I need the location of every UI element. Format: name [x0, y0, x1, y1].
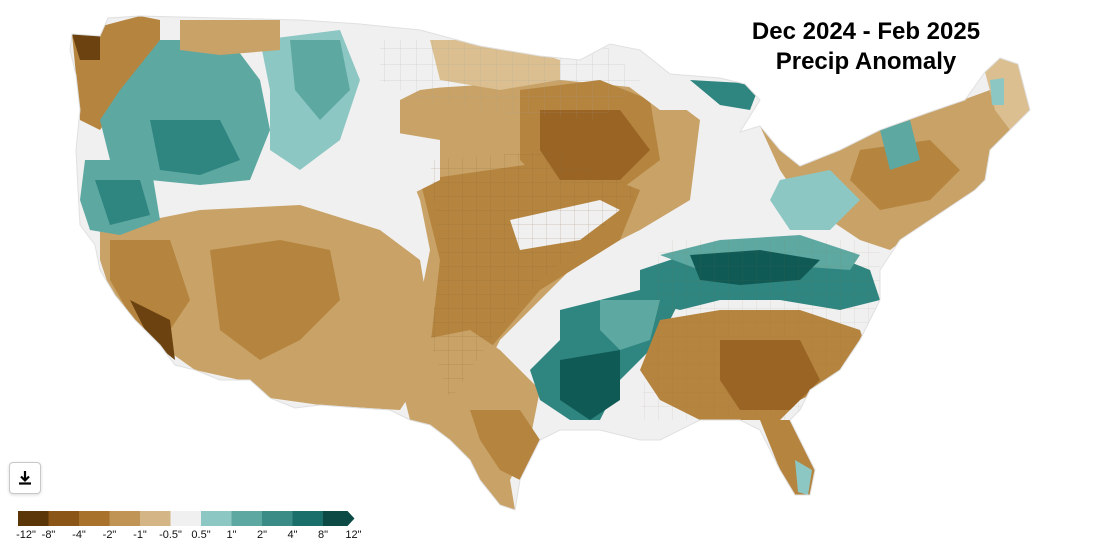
region-newmexico: [340, 240, 410, 350]
map-title-line-1: Dec 2024 - Feb 2025: [751, 18, 981, 45]
legend-label: -1": [133, 529, 147, 541]
region-adirondack-wet: [880, 120, 920, 170]
region-south-texas: [470, 410, 540, 480]
map-title-line-2: Precip Anomaly: [775, 48, 957, 75]
region-south-florida-wet: [795, 460, 812, 495]
region-arkansas-wet-light: [600, 300, 660, 350]
legend-label: -8": [41, 529, 56, 541]
legend-swatch: [201, 511, 232, 526]
legend-swatch: [170, 511, 201, 526]
region-maine-wet: [990, 78, 1004, 105]
legend-label: 2": [256, 529, 268, 541]
region-louisiana-very-wet: [560, 350, 620, 420]
region-north-rockies-dry: [180, 20, 280, 55]
legend-label: 12": [345, 529, 362, 541]
legend-label: -4": [72, 529, 86, 541]
region-norcal-wet-strong: [95, 180, 150, 225]
legend-swatch: [140, 511, 171, 526]
legend-swatch: [79, 511, 110, 526]
legend-swatch: [48, 511, 79, 526]
legend: -12" -8" -4" -2" -1" -0.5" 0.5" 1" 2" 4" 8" 12": [0, 507, 380, 543]
legend-label: 8": [317, 529, 329, 541]
legend-swatch: [262, 511, 293, 526]
region-olympic-very-dry: [72, 34, 100, 60]
region-upper-mi-wet: [690, 80, 760, 110]
region-california-dry: [110, 240, 190, 345]
region-montana-wet-strong: [290, 40, 350, 120]
legend-label: -2": [102, 529, 117, 541]
legend-swatch: [292, 511, 323, 526]
county-lines-southeast: [640, 240, 880, 420]
legend-swatch: [18, 511, 49, 526]
legend-color-bar: [18, 511, 355, 526]
legend-label: 0.5": [191, 529, 211, 541]
legend-swatch: [323, 511, 348, 526]
legend-swatch: [109, 511, 140, 526]
region-ny-dry: [850, 140, 960, 210]
legend-arrow-tip: [347, 511, 355, 526]
county-lines-plains: [430, 150, 640, 400]
legend-label: 1": [226, 529, 237, 541]
legend-label: 4": [287, 529, 298, 541]
legend-swatch: [231, 511, 262, 526]
region-socal-very-dry: [130, 300, 175, 360]
us-outline: [69, 15, 1031, 511]
region-michigan-neutral: [715, 110, 775, 200]
region-arizona-dry: [210, 240, 340, 360]
legend-label: -12": [16, 529, 36, 541]
region-idaho-wet: [150, 120, 240, 175]
legend-label: -0.5": [159, 529, 182, 541]
region-ohio-wet-light: [770, 170, 860, 230]
region-sd-neutral: [370, 130, 440, 200]
download-button[interactable]: [9, 462, 41, 494]
region-maine-light: [985, 58, 1030, 130]
download-icon: [19, 471, 31, 485]
